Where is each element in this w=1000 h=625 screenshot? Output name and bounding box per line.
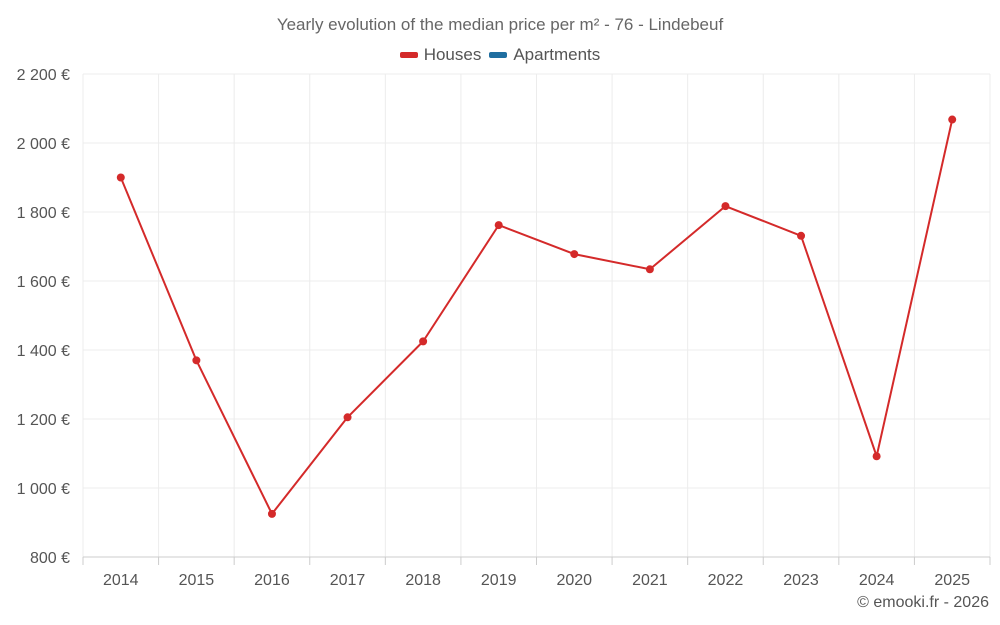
legend-item-houses[interactable]: Houses	[399, 45, 482, 65]
legend-item-apartments[interactable]: Apartments	[489, 45, 600, 65]
legend-swatch-apartments	[489, 52, 508, 58]
legend-swatch-houses	[399, 52, 418, 58]
data-point-houses-2020	[570, 250, 579, 259]
legend-label-apartments: Apartments	[513, 45, 601, 64]
x-tick-label: 2015	[179, 572, 215, 589]
data-point-houses-2015	[192, 356, 201, 365]
data-point-houses-2024	[872, 452, 881, 461]
y-tick-label: 1 000 €	[17, 481, 70, 498]
x-tick-label: 2025	[934, 572, 970, 589]
x-tick-label: 2016	[254, 572, 290, 589]
y-tick-label: 1 200 €	[17, 412, 70, 429]
data-point-houses-2017	[343, 413, 352, 422]
x-tick-label: 2022	[708, 572, 744, 589]
data-point-houses-2022	[721, 202, 730, 211]
x-tick-label: 2019	[481, 572, 517, 589]
y-tick-label: 1 600 €	[17, 274, 70, 291]
x-tick-label: 2023	[783, 572, 819, 589]
data-point-houses-2016	[267, 509, 276, 518]
x-tick-label: 2018	[405, 572, 441, 589]
y-tick-label: 2 200 €	[17, 67, 70, 84]
x-tick-label: 2017	[330, 572, 366, 589]
y-tick-label: 2 000 €	[17, 136, 70, 153]
credit-text: © emooki.fr - 2026	[857, 594, 989, 611]
x-tick-label: 2021	[632, 572, 668, 589]
x-tick-label: 2020	[556, 572, 592, 589]
y-tick-label: 1 400 €	[17, 343, 70, 360]
x-tick-label: 2024	[859, 572, 895, 589]
legend: Houses Apartments	[0, 45, 1000, 65]
series-line-houses	[119, 119, 954, 515]
data-point-houses-2019	[494, 221, 503, 230]
data-point-houses-2014	[116, 173, 125, 182]
y-tick-label: 800 €	[30, 550, 70, 567]
chart-title: Yearly evolution of the median price per…	[276, 15, 724, 34]
data-point-houses-2023	[797, 231, 806, 240]
x-tick-label: 2014	[103, 572, 139, 589]
legend-label-houses: Houses	[423, 45, 482, 64]
y-tick-label: 1 800 €	[17, 205, 70, 222]
data-point-houses-2025	[948, 115, 957, 124]
data-point-houses-2021	[645, 265, 654, 274]
data-point-houses-2018	[419, 337, 428, 346]
